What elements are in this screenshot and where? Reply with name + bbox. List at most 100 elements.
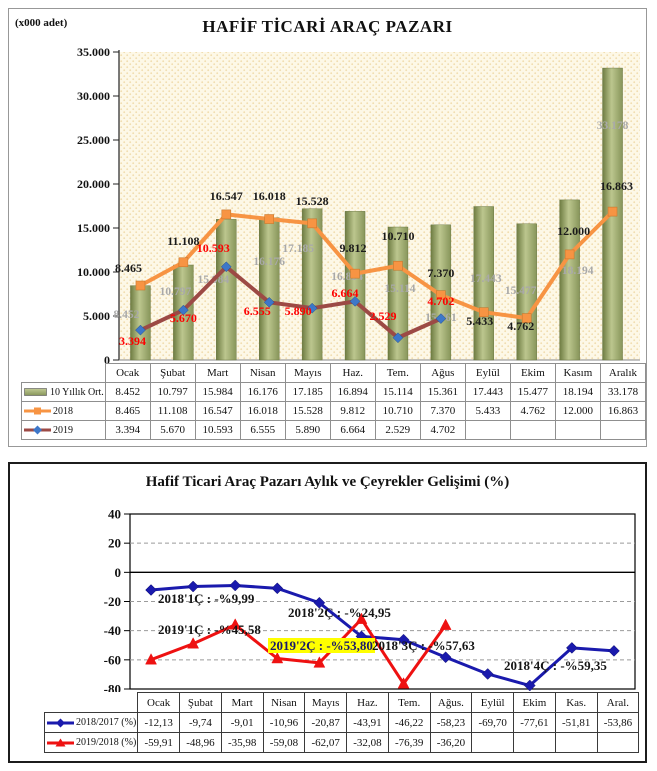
value-cell: 9.812 (329, 401, 376, 421)
value-cell: -59,08 (262, 732, 306, 753)
value-cell: 5.670 (149, 420, 196, 440)
month-header-cell: Kasım (554, 363, 601, 383)
y-tick-label: -20 (104, 594, 121, 609)
bar-10-yillik-ort (301, 208, 323, 361)
value-label-2019: 6.664 (332, 286, 359, 300)
series-legend-cell: 10 Yıllık Ort. (21, 382, 106, 402)
value-cell: 16.547 (194, 401, 241, 421)
value-cell: 4.762 (509, 401, 556, 421)
bar-10-yillik-ort (559, 199, 580, 361)
bar-10-yillik-ort (516, 223, 537, 361)
line-2018 (139, 210, 614, 321)
line-2018-marker (307, 218, 317, 229)
quarter-annotation: 2018'1Ç : -%9,99 (158, 591, 255, 606)
series-row: 2018/2017 (%) -12,13 -9,74 -9,01 -10,96 -20,8… (43, 712, 640, 733)
series-name-label: 10 Yıllık Ort. (50, 386, 104, 398)
value-cell: -35,98 (220, 732, 264, 753)
series-name-label: 2019/2018 (%) (76, 737, 137, 748)
value-cell: 16.018 (239, 401, 286, 421)
month-header-cell: Aralık (599, 363, 647, 383)
value-cell (464, 420, 511, 440)
top-chart-title: HAFİF TİCARİ ARAÇ PAZARI (202, 17, 453, 36)
value-label-2018: 10.710 (381, 229, 414, 243)
quarter-annotation: 2019'2Ç : -%53,80 (268, 638, 375, 653)
value-cell: 16.894 (329, 382, 376, 402)
top-chart-panel: (x000 adet) HAFİF TİCARİ ARAÇ PAZARI 35.… (8, 8, 647, 447)
series-legend-cell: 2019 (21, 420, 106, 440)
bar-value-label: 33.178 (597, 120, 629, 132)
value-cell: -12,13 (137, 712, 181, 733)
series-legend-cell: 2019/2018 (%) (43, 732, 139, 753)
quarter-annotation: 2018'2Ç : -%24,95 (288, 605, 391, 620)
value-label-2019: 5.670 (170, 311, 197, 325)
value-cell: -51,81 (554, 712, 598, 733)
y-tick-label: -80 (104, 682, 121, 694)
month-header-cell: Haz. (329, 363, 376, 383)
value-cell: 4.702 (419, 420, 466, 440)
line-2018-marker (436, 290, 446, 300)
value-cell (554, 420, 601, 440)
top-data-table: Ocak Şubat Mart Nisan Mayıs Haz. Tem. Ağus Eylül… (21, 363, 647, 440)
quarter-annotation: 2018'3Ç : -%57,63 (372, 638, 475, 653)
value-cell: 15.114 (374, 382, 421, 402)
series-legend-cell: 2018 (21, 401, 106, 421)
value-label-2018: 16.547 (210, 189, 243, 203)
value-cell: 15.984 (194, 382, 241, 402)
value-cell: 15.528 (284, 401, 331, 421)
value-cell: 6.555 (239, 420, 286, 440)
month-header-cell: Ağus. (429, 692, 473, 713)
bottom-chart-title: Hafif Ticari Araç Pazarı Aylık ve Çeyrek… (145, 474, 510, 490)
table-corner-cell (22, 364, 106, 383)
value-label-2019: 6.555 (244, 304, 271, 318)
value-cell: 17.185 (284, 382, 331, 402)
series-name-label: 2018 (53, 405, 73, 417)
line-2018-2017-marker (271, 582, 284, 595)
value-cell: 6.664 (329, 420, 376, 440)
value-cell: 10.593 (194, 420, 241, 440)
line-2019-marker (392, 332, 404, 344)
legend-bar-swatch-icon (24, 388, 47, 397)
value-cell (471, 732, 515, 753)
line-2018-marker (350, 268, 360, 279)
line-2019-2018-marker (145, 653, 157, 665)
value-label-2018: 16.018 (253, 189, 286, 203)
bar-10-yillik-ort (259, 217, 280, 361)
value-cell: 18.194 (554, 382, 601, 402)
value-cell: 17.443 (464, 382, 511, 402)
value-cell: 16.176 (239, 382, 286, 402)
line-2019-marker (135, 324, 146, 336)
line-2019-2018-marker (187, 637, 200, 649)
value-cell: -62,07 (304, 732, 348, 753)
value-cell: 8.452 (104, 382, 151, 402)
series-name-label: 2019 (53, 424, 73, 436)
value-label-2019: 4.702 (427, 294, 454, 308)
line-2019-2018-marker (313, 656, 326, 668)
value-label-2018: 4.762 (507, 319, 534, 333)
value-cell (509, 420, 556, 440)
table-corner-cell (45, 693, 138, 713)
value-label-2018: 9.812 (340, 241, 367, 255)
bar-value-label: 17.185 (282, 243, 314, 255)
series-row: 2019 3.394 5.670 10.593 6.555 5.890 6.664 2.529… (21, 420, 647, 440)
table-header-row: Ocak Şubat Mart Nisan Mayıs Haz. Tem. Ağus Eylül… (22, 363, 647, 383)
value-label-2018: 12.000 (557, 224, 590, 238)
bar-value-label: 15.114 (384, 283, 415, 295)
legend-line-diamond-icon (47, 718, 74, 728)
line-2018-2017 (150, 583, 615, 688)
plot-background (119, 52, 640, 360)
line-2018-marker (521, 313, 532, 323)
legend-line-triangle-icon (47, 738, 74, 747)
value-cell: -32,08 (346, 732, 389, 753)
value-cell: -53,86 (596, 712, 640, 733)
bar-value-label: 16.176 (253, 256, 285, 268)
line-2018-marker (564, 249, 575, 260)
value-cell: -9,01 (220, 712, 264, 733)
line-2019 (139, 264, 442, 340)
y-tick-label: 25.000 (77, 133, 110, 147)
month-header-cell: Eylül (464, 363, 511, 383)
value-cell: 2.529 (374, 420, 421, 440)
month-header-cell: Ekim (513, 692, 556, 713)
value-cell: 11.108 (149, 401, 196, 421)
line-2018-2017-marker (187, 580, 199, 593)
y-tick-label: 10.000 (77, 265, 110, 279)
